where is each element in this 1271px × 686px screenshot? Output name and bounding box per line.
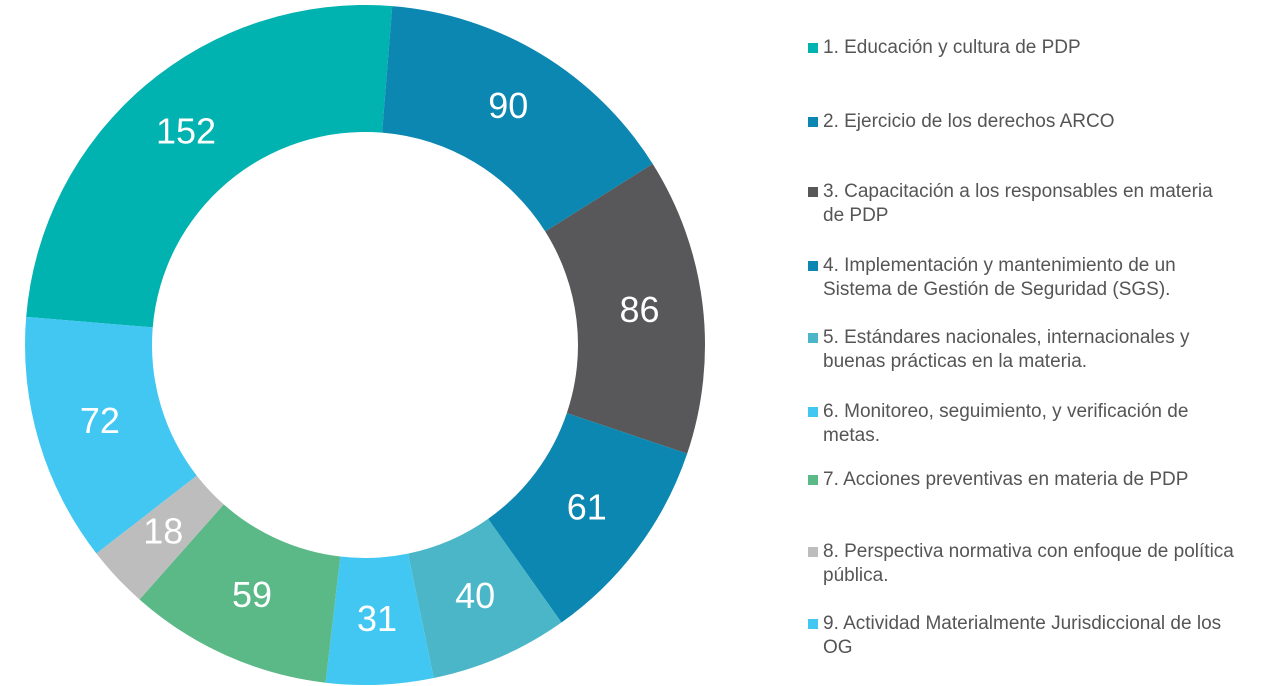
data-label: 90 xyxy=(488,85,528,126)
legend-swatch xyxy=(808,117,818,127)
data-label: 59 xyxy=(232,574,272,615)
data-label: 72 xyxy=(80,400,120,441)
legend-label: 8. Perspectiva normativa con enfoque de … xyxy=(823,541,1234,586)
data-label: 86 xyxy=(620,289,660,330)
legend-label: 9. Actividad Materialmente Jurisdicciona… xyxy=(823,613,1222,658)
donut-slice xyxy=(139,504,341,683)
chart: 152 90 86 61 40 31 59 18 72 xyxy=(24,5,705,685)
legend-swatch xyxy=(808,43,818,53)
legend-label: 5. Estándares nacionales, internacionale… xyxy=(823,327,1190,372)
donut-slice xyxy=(545,163,705,454)
donut-slice xyxy=(488,413,688,623)
donut-slice xyxy=(408,518,562,678)
legend-item: 3. Capacitación a los responsables en ma… xyxy=(808,180,1238,228)
legend-label: 3. Capacitación a los responsables en ma… xyxy=(823,181,1213,226)
legend-item: 4. Implementación y mantenimiento de un … xyxy=(808,254,1238,302)
data-label: 40 xyxy=(455,575,495,616)
legend-swatch xyxy=(808,333,818,343)
legend-swatch xyxy=(808,619,818,629)
legend-item: 6. Monitoreo, seguimiento, y verificació… xyxy=(808,400,1238,448)
legend-item: 5. Estándares nacionales, internacionale… xyxy=(808,326,1238,374)
data-label: 31 xyxy=(357,598,397,639)
legend-label: 4. Implementación y mantenimiento de un … xyxy=(823,255,1176,300)
donut-slice xyxy=(382,6,653,232)
legend-item: 1. Educación y cultura de PDP xyxy=(808,36,1238,60)
legend-swatch xyxy=(808,407,818,417)
legend-item: 2. Ejercicio de los derechos ARCO xyxy=(808,110,1238,134)
legend-label: 2. Ejercicio de los derechos ARCO xyxy=(823,111,1115,132)
data-label: 152 xyxy=(156,111,216,152)
legend-label: 6. Monitoreo, seguimiento, y verificació… xyxy=(823,401,1189,446)
donut-slice xyxy=(325,553,434,685)
donut-slice xyxy=(26,5,393,328)
legend-swatch xyxy=(808,475,818,485)
legend-item: 9. Actividad Materialmente Jurisdicciona… xyxy=(808,612,1238,660)
legend-swatch xyxy=(808,187,818,197)
legend-item: 7. Acciones preventivas en materia de PD… xyxy=(808,468,1238,492)
legend-label: 7. Acciones preventivas en materia de PD… xyxy=(823,469,1189,490)
data-label: 61 xyxy=(567,487,607,528)
legend-item: 8. Perspectiva normativa con enfoque de … xyxy=(808,540,1238,588)
donut-slice xyxy=(24,316,197,554)
donut-slice xyxy=(96,475,224,600)
legend-label: 1. Educación y cultura de PDP xyxy=(823,37,1081,58)
legend-swatch xyxy=(808,261,818,271)
data-label: 18 xyxy=(143,511,183,552)
legend-swatch xyxy=(808,547,818,557)
